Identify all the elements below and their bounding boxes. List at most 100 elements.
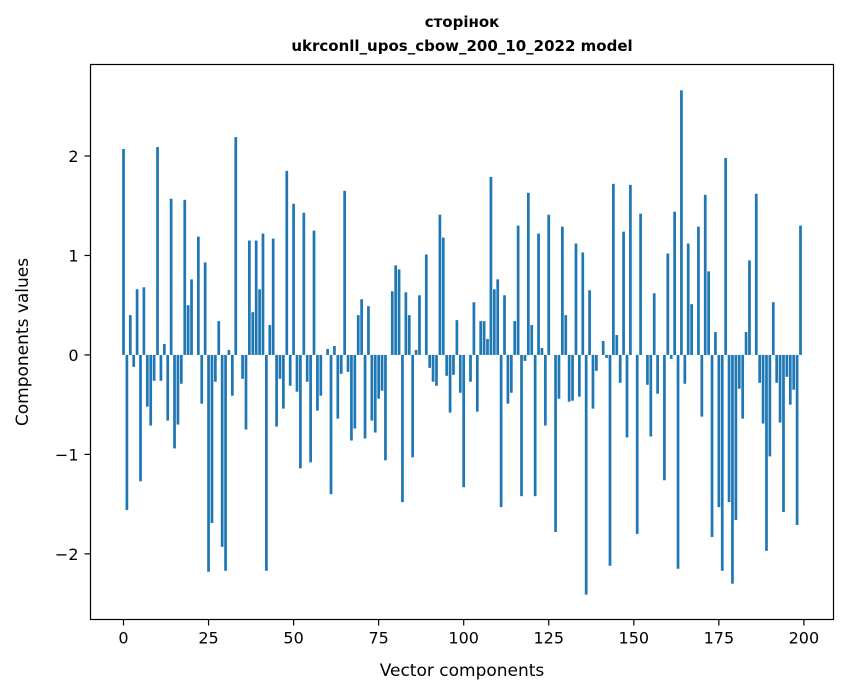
bar-142 <box>605 354 608 358</box>
bar-31 <box>227 349 231 355</box>
bar-96 <box>448 354 452 413</box>
bar-45 <box>275 354 278 427</box>
bar-30 <box>224 354 227 571</box>
bar-165 <box>683 354 687 384</box>
bar-187 <box>758 354 762 383</box>
bar-8 <box>149 354 153 426</box>
y-tick-label: 2 <box>68 147 78 166</box>
bar-170 <box>700 354 704 417</box>
bar-48 <box>285 170 289 355</box>
bar-22 <box>196 236 200 355</box>
bar-178 <box>727 354 731 503</box>
bar-47 <box>282 354 285 409</box>
bar-9 <box>152 354 156 381</box>
bar-102 <box>469 354 472 382</box>
bar-37 <box>248 240 251 355</box>
bar-128 <box>557 354 561 399</box>
x-tick-label: 0 <box>118 629 128 648</box>
bar-12 <box>162 343 166 355</box>
bar-36 <box>244 354 248 430</box>
bar-15 <box>173 354 176 449</box>
bar-172 <box>707 271 711 355</box>
bar-129 <box>561 226 564 355</box>
bar-62 <box>333 345 336 355</box>
bar-186 <box>754 193 758 355</box>
bar-63 <box>336 354 340 419</box>
bar-29 <box>220 354 224 547</box>
bar-144 <box>612 183 615 355</box>
bar-77 <box>384 354 387 461</box>
bar-134 <box>578 354 581 397</box>
bar-127 <box>554 354 557 532</box>
bar-132 <box>571 354 574 401</box>
bar-40 <box>258 289 261 355</box>
bar-192 <box>775 354 779 383</box>
bar-183 <box>744 332 748 355</box>
bar-118 <box>523 354 527 361</box>
bar-148 <box>625 354 629 438</box>
bar-111 <box>499 354 503 508</box>
bar-86 <box>414 349 418 355</box>
bar-151 <box>635 354 639 534</box>
bar-135 <box>581 252 585 355</box>
bar-156 <box>652 293 656 355</box>
bar-130 <box>564 315 568 355</box>
x-axis-label: Vector components <box>380 661 545 681</box>
bar-91 <box>431 354 435 382</box>
bar-167 <box>690 304 693 355</box>
bar-141 <box>601 341 605 355</box>
bar-159 <box>663 354 666 481</box>
bar-195 <box>785 354 789 377</box>
bar-56 <box>312 230 316 355</box>
bar-50 <box>292 203 295 355</box>
bar-107 <box>486 339 489 355</box>
bar-66 <box>346 354 350 372</box>
bar-184 <box>748 260 751 355</box>
bar-155 <box>649 354 653 437</box>
bar-139 <box>595 354 598 371</box>
bar-61 <box>329 354 333 495</box>
bar-138 <box>591 354 595 409</box>
plot-area-frame <box>89 63 835 621</box>
x-tick-label: 50 <box>283 629 303 648</box>
bar-114 <box>509 354 513 393</box>
bar-24 <box>203 262 207 355</box>
bar-137 <box>588 290 591 355</box>
x-tick-label: 200 <box>789 629 820 648</box>
bar-125 <box>547 214 551 355</box>
bar-33 <box>234 137 238 355</box>
bar-143 <box>608 354 612 566</box>
bar-16 <box>176 354 180 425</box>
bar-83 <box>404 292 408 355</box>
bar-189 <box>765 354 768 551</box>
bar-57 <box>316 354 319 411</box>
bar-87 <box>418 295 421 355</box>
bar-196 <box>788 354 792 405</box>
bar-53 <box>302 212 306 355</box>
bar-43 <box>268 325 272 355</box>
bar-58 <box>319 354 323 396</box>
bar-32 <box>231 354 234 396</box>
bar-60 <box>326 348 329 355</box>
y-tick-label: −2 <box>55 545 79 564</box>
bar-100 <box>462 354 466 488</box>
bar-14 <box>169 198 173 355</box>
bar-65 <box>343 190 346 355</box>
bar-18 <box>183 199 187 355</box>
bar-67 <box>350 354 353 441</box>
bar-133 <box>574 243 578 355</box>
bar-103 <box>472 302 476 355</box>
bar-108 <box>489 176 493 355</box>
bar-194 <box>782 354 785 513</box>
bar-113 <box>506 354 510 404</box>
bar-1 <box>125 354 129 511</box>
bar-82 <box>401 354 404 503</box>
bar-171 <box>703 194 707 355</box>
bar-173 <box>710 354 714 537</box>
bar-123 <box>540 347 544 355</box>
bar-17 <box>179 354 183 384</box>
bar-70 <box>360 299 363 355</box>
bar-181 <box>737 354 741 389</box>
bar-162 <box>673 211 676 355</box>
x-tick-label: 125 <box>533 629 564 648</box>
